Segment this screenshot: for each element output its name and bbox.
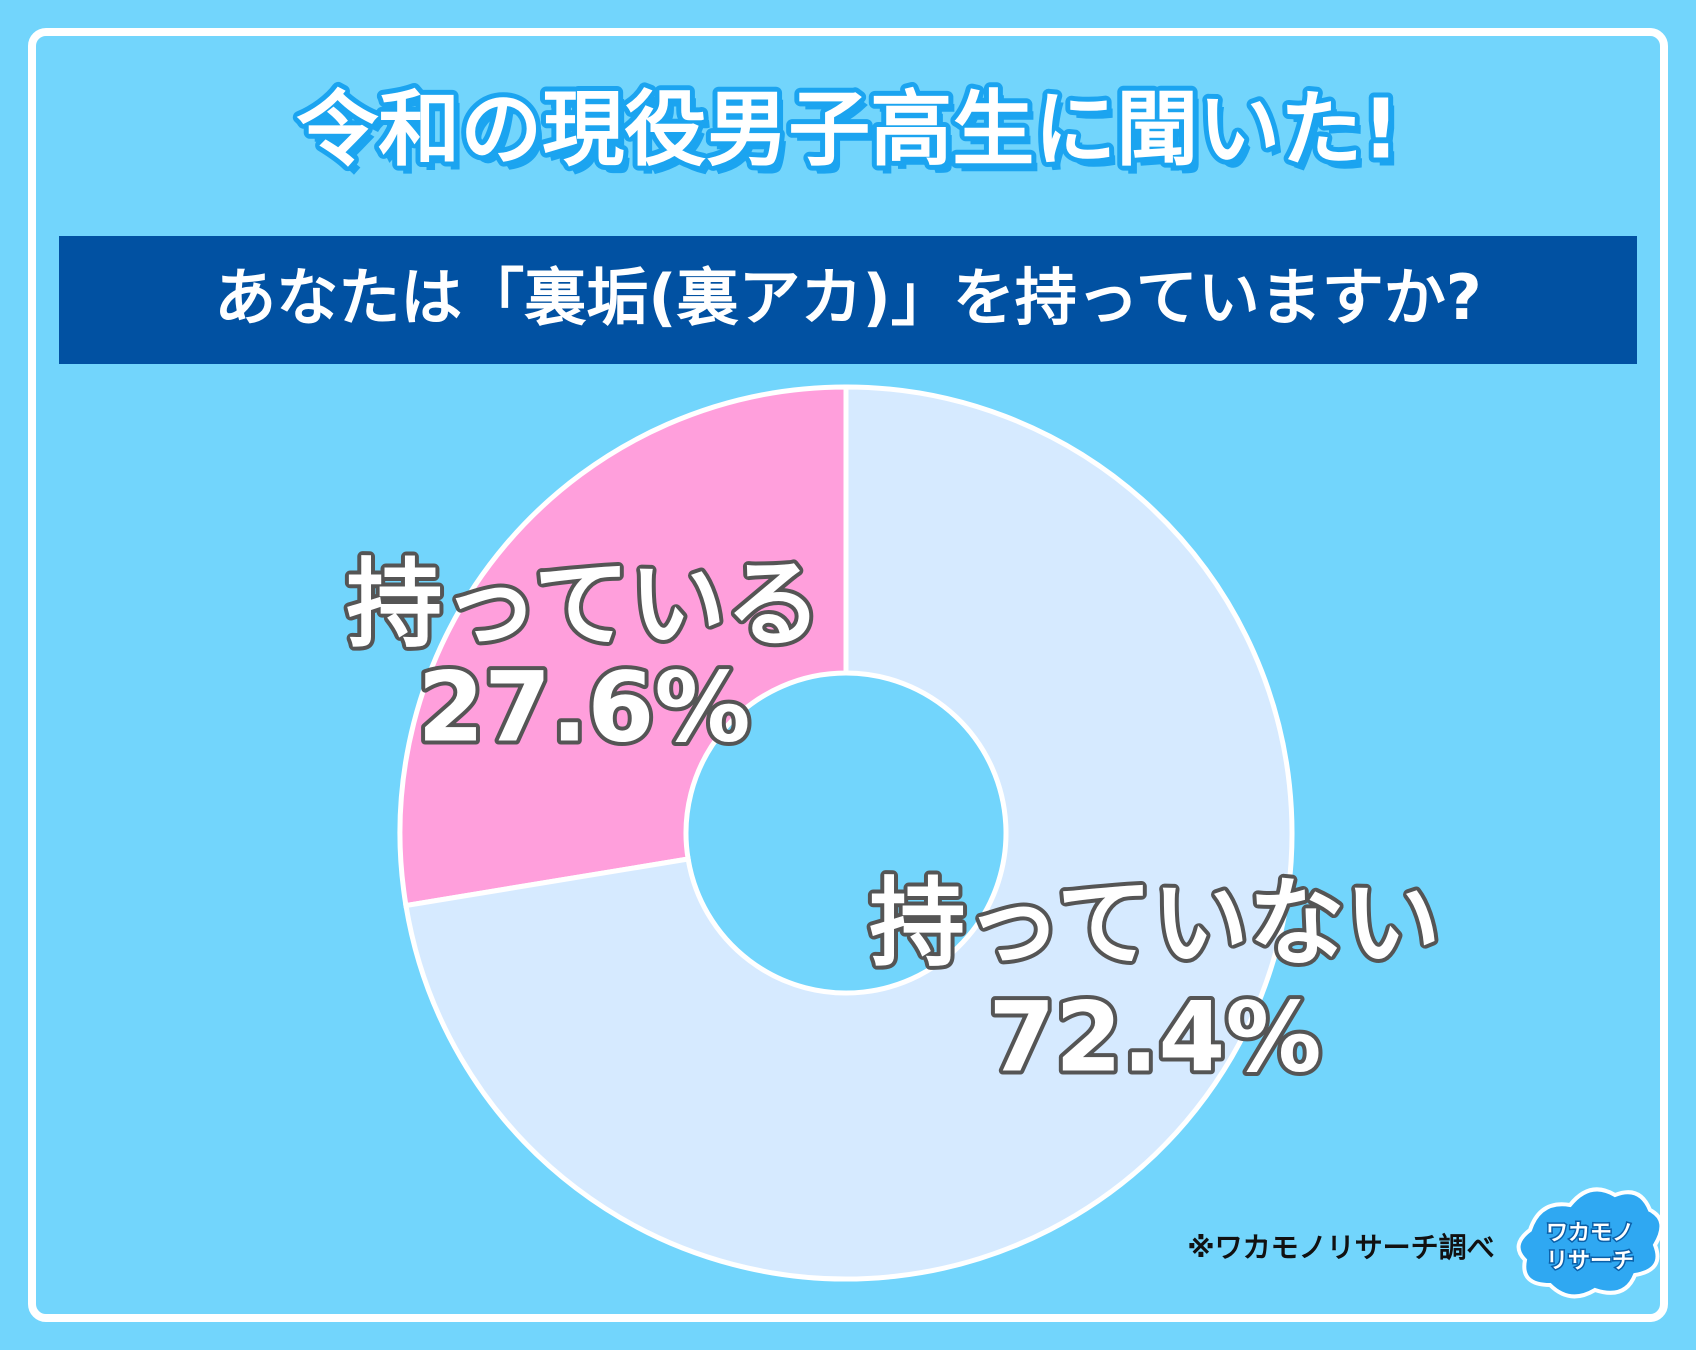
slice-label: 持っていない <box>869 867 1440 979</box>
logo: ワカモノ リサーチ <box>1516 1187 1664 1299</box>
subtitle-box <box>59 236 1637 364</box>
title-shadow: 令和の現役男子高生に聞いた! <box>302 90 1405 185</box>
slice <box>397 384 849 909</box>
chart-subtitle: あなたは「裏垢(裏アカ)」を持っていますか? <box>214 261 1482 334</box>
logo-shape <box>1516 1187 1664 1299</box>
chart-title: 令和の現役男子高生に聞いた! <box>296 82 1399 177</box>
logo-text: ワカモノ <box>1546 1221 1634 1246</box>
value-label: 72.4% <box>988 981 1321 1093</box>
source: ※ワカモノリサーチ調べ <box>1187 1231 1494 1264</box>
logo-text: リサーチ <box>1546 1249 1634 1274</box>
slice-label: 持っている <box>346 548 821 660</box>
value-label: 27.6% <box>417 651 750 763</box>
slice <box>403 384 1295 1282</box>
